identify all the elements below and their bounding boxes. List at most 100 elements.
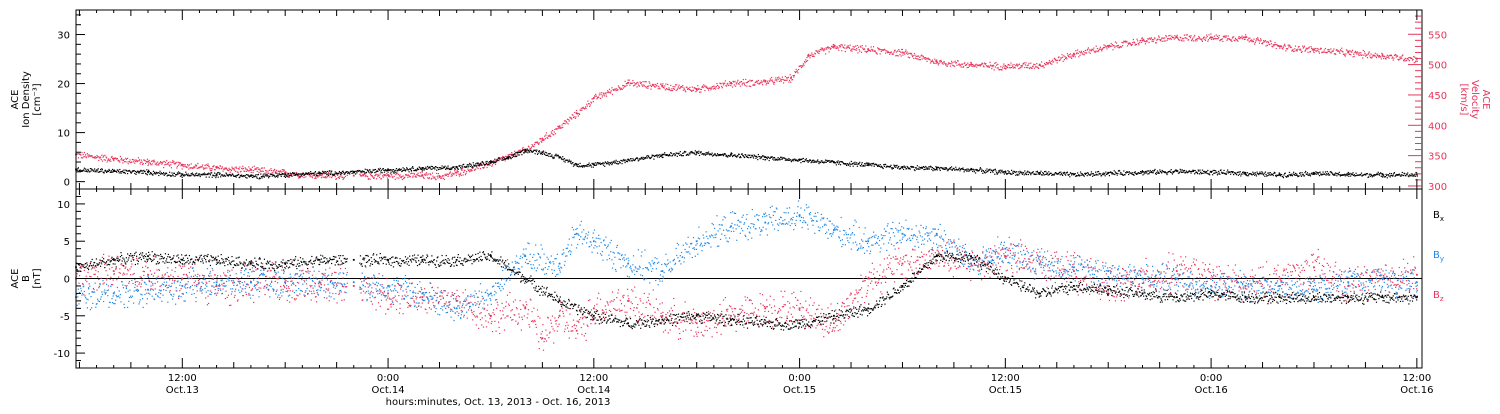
velocity-sample <box>169 165 170 166</box>
density-sample <box>94 168 95 169</box>
velocity-sample <box>1160 39 1161 40</box>
bz-sample <box>132 258 133 259</box>
velocity-sample <box>713 86 714 87</box>
density-sample <box>539 152 540 153</box>
velocity-sample <box>163 167 164 168</box>
velocity-sample <box>230 169 231 170</box>
bz-sample <box>170 290 171 291</box>
velocity-sample <box>448 174 449 175</box>
density-sample <box>220 176 221 177</box>
density-sample <box>705 155 706 156</box>
density-sample <box>1181 169 1182 170</box>
velocity-sample <box>269 170 270 171</box>
velocity-sample <box>778 77 779 78</box>
velocity-sample <box>1024 67 1025 68</box>
velocity-sample <box>442 175 443 176</box>
bz-sample <box>285 283 286 284</box>
velocity-sample <box>518 150 519 151</box>
velocity-sample <box>1364 51 1365 52</box>
density-sample <box>1157 173 1158 174</box>
density-sample <box>773 157 774 158</box>
velocity-sample <box>1327 52 1328 53</box>
velocity-sample <box>616 88 617 89</box>
density-sample <box>826 162 827 163</box>
velocity-sample <box>1296 49 1297 50</box>
velocity-sample <box>258 172 259 173</box>
density-sample <box>119 169 120 170</box>
density-sample <box>1301 176 1302 177</box>
density-sample <box>554 157 555 158</box>
density-sample <box>363 171 364 172</box>
density-sample <box>1370 176 1371 177</box>
density-sample <box>1171 169 1172 170</box>
density-sample <box>1103 174 1104 175</box>
velocity-sample <box>833 47 834 48</box>
density-sample <box>339 172 340 173</box>
density-sample <box>869 165 870 166</box>
velocity-sample <box>495 164 496 165</box>
density-sample <box>1227 169 1228 170</box>
velocity-sample <box>680 87 681 88</box>
velocity-sample <box>1302 46 1303 47</box>
velocity-sample <box>591 102 592 103</box>
density-sample <box>488 162 489 163</box>
density-sample <box>446 168 447 169</box>
velocity-sample <box>1264 41 1265 42</box>
velocity-sample <box>674 89 675 90</box>
density-sample <box>343 172 344 173</box>
density-sample <box>1151 171 1152 172</box>
velocity-sample <box>961 66 962 67</box>
density-sample <box>831 161 832 162</box>
velocity-sample <box>1412 59 1413 60</box>
velocity-sample <box>1297 49 1298 50</box>
velocity-sample <box>754 85 755 86</box>
velocity-sample <box>686 87 687 88</box>
velocity-sample <box>1190 35 1191 36</box>
velocity-sample <box>793 75 794 76</box>
density-sample <box>994 169 995 170</box>
velocity-sample <box>1012 65 1013 66</box>
density-sample <box>438 169 439 170</box>
bz-sample <box>209 281 210 282</box>
density-sample <box>1306 174 1307 175</box>
velocity-sample <box>940 61 941 62</box>
density-sample <box>1008 173 1009 174</box>
velocity-sample <box>980 65 981 66</box>
density-sample <box>441 165 442 166</box>
bz-sample <box>228 277 229 278</box>
velocity-sample <box>664 87 665 88</box>
density-sample <box>113 171 114 172</box>
velocity-sample <box>1328 49 1329 50</box>
velocity-sample <box>809 55 810 56</box>
velocity-sample <box>1030 63 1031 64</box>
density-sample <box>1378 172 1379 173</box>
bz-sample <box>228 295 229 296</box>
velocity-sample <box>1281 46 1282 47</box>
velocity-sample <box>750 86 751 87</box>
density-point <box>524 149 526 151</box>
velocity-sample <box>995 66 996 67</box>
velocity-sample <box>1165 40 1166 41</box>
velocity-sample <box>446 175 447 176</box>
density-sample <box>527 148 528 149</box>
velocity-sample <box>1256 38 1257 39</box>
bz-sample <box>294 299 295 300</box>
density-sample <box>803 158 804 159</box>
density-sample <box>352 170 353 171</box>
velocity-sample <box>1225 35 1226 36</box>
velocity-sample <box>968 67 969 68</box>
velocity-sample <box>1271 43 1272 44</box>
density-sample <box>1183 171 1184 172</box>
velocity-sample <box>780 79 781 80</box>
density-sample <box>303 173 304 174</box>
velocity-sample <box>1363 50 1364 51</box>
velocity-sample <box>803 65 804 66</box>
density-sample <box>616 160 617 161</box>
bz-sample <box>138 284 139 285</box>
velocity-sample <box>1138 43 1139 44</box>
density-sample <box>208 173 209 174</box>
density-sample <box>192 172 193 173</box>
density-sample <box>866 165 867 166</box>
velocity-sample <box>1289 45 1290 46</box>
velocity-sample <box>1193 40 1194 41</box>
